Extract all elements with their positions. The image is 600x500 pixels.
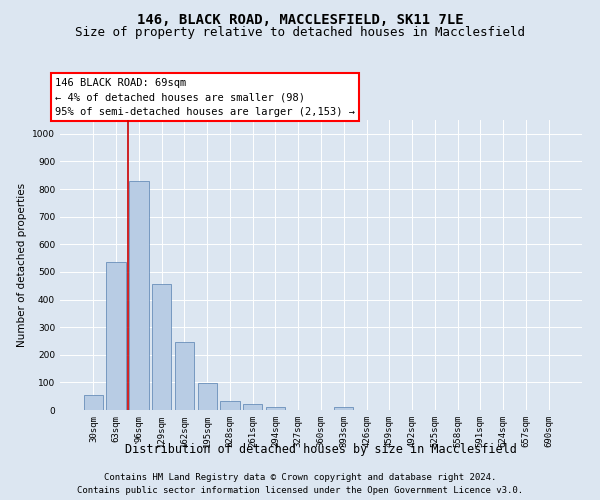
Bar [175, 342, 194, 410]
Text: Contains public sector information licensed under the Open Government Licence v3: Contains public sector information licen… [77, 486, 523, 495]
Bar [84, 395, 103, 410]
Bar [197, 383, 217, 410]
Bar [243, 404, 262, 410]
Bar [266, 407, 285, 410]
Y-axis label: Number of detached properties: Number of detached properties [17, 183, 26, 347]
Bar [152, 284, 172, 410]
Text: Distribution of detached houses by size in Macclesfield: Distribution of detached houses by size … [125, 442, 517, 456]
Bar [129, 181, 149, 410]
Bar [220, 401, 239, 410]
Bar [106, 262, 126, 410]
Text: Contains HM Land Registry data © Crown copyright and database right 2024.: Contains HM Land Registry data © Crown c… [104, 472, 496, 482]
Text: 146, BLACK ROAD, MACCLESFIELD, SK11 7LE: 146, BLACK ROAD, MACCLESFIELD, SK11 7LE [137, 12, 463, 26]
Bar [334, 407, 353, 410]
Text: Size of property relative to detached houses in Macclesfield: Size of property relative to detached ho… [75, 26, 525, 39]
Text: 146 BLACK ROAD: 69sqm
← 4% of detached houses are smaller (98)
95% of semi-detac: 146 BLACK ROAD: 69sqm ← 4% of detached h… [55, 78, 355, 117]
